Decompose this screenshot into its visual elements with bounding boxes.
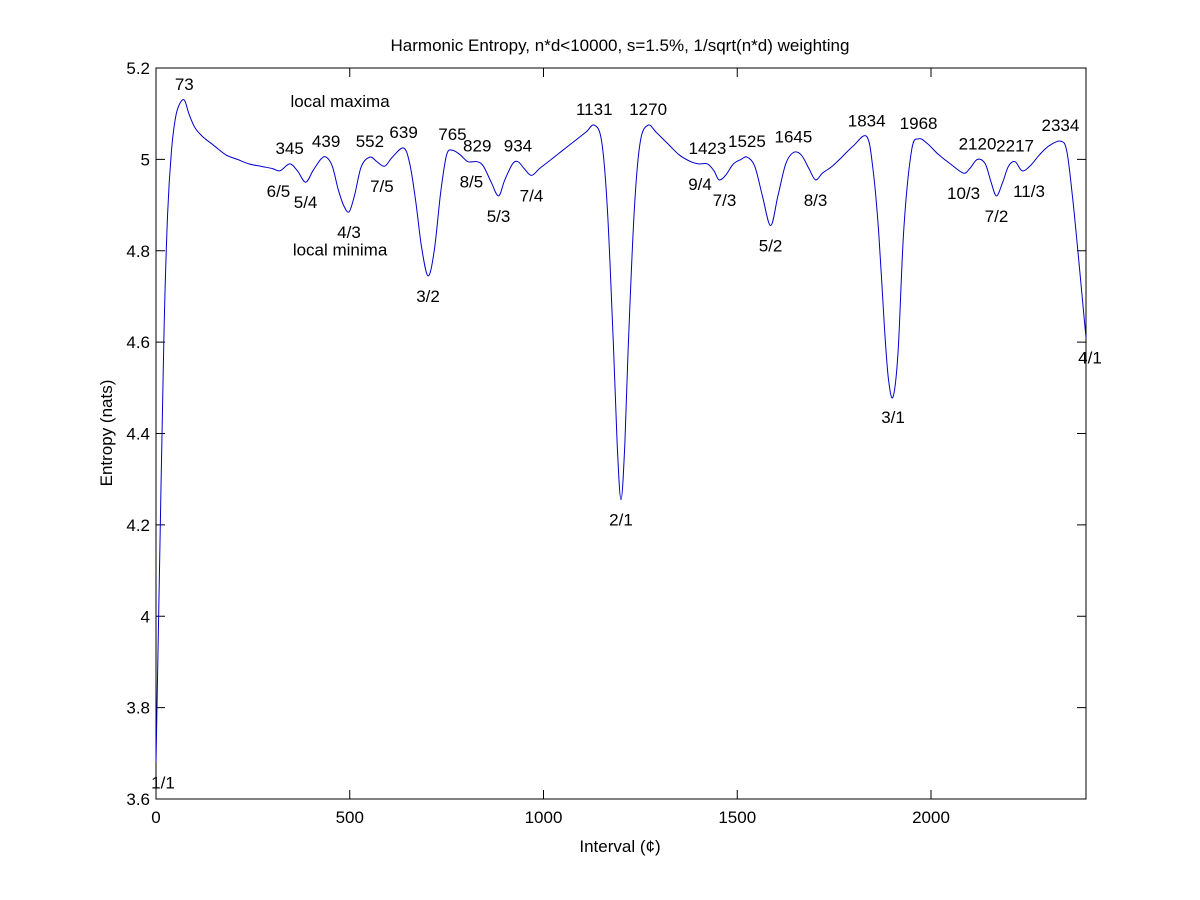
minimum-label: 3/1: [881, 408, 905, 427]
x-tick-label: 500: [336, 808, 364, 827]
maximum-label: 439: [312, 132, 340, 151]
x-tick-label: 1500: [718, 808, 756, 827]
maximum-label: 765: [438, 125, 466, 144]
maximum-label: 1968: [900, 114, 938, 133]
minimum-label: 7/2: [985, 207, 1009, 226]
y-tick-label: 5.2: [126, 59, 150, 78]
y-tick-label: 3.8: [126, 699, 150, 718]
maximum-label: 345: [276, 139, 304, 158]
maximum-label: 829: [463, 137, 491, 156]
minimum-label: 10/3: [947, 184, 980, 203]
minimum-label: 5/4: [294, 193, 318, 212]
y-tick-labels: 3.6 3.8 4 4.2 4.4 4.6 4.8 5 5.2: [126, 59, 150, 809]
minimum-label: 4/1: [1078, 349, 1102, 368]
maximum-label: 1270: [629, 100, 667, 119]
maximum-label: 2217: [996, 137, 1034, 156]
minimum-label: 6/5: [267, 182, 291, 201]
annotation-label: local maxima: [290, 92, 390, 111]
plot-area-frame: [155, 67, 1087, 800]
minimum-label: 1/1: [151, 773, 175, 792]
y-axis-label: Entropy (nats): [97, 380, 116, 487]
y-tick-label: 4: [141, 607, 150, 626]
minimum-label: 5/2: [759, 237, 783, 256]
chart-title: Harmonic Entropy, n*d<10000, s=1.5%, 1/s…: [391, 36, 850, 55]
annotation-label: local minima: [293, 240, 388, 259]
entropy-series-line: [155, 99, 1087, 763]
minimum-label: 4/3: [337, 223, 361, 242]
minima-labels: 1/1 6/55/4 4/3 7/5 3/2 8/55/3 7/4 2/1 9/47/3 5/2 8…: [151, 173, 1102, 793]
maximum-label: 2120: [959, 134, 997, 153]
minimum-label: 7/3: [713, 191, 737, 210]
minimum-label: 7/4: [520, 186, 544, 205]
maximum-label: 1131: [576, 100, 613, 119]
maximum-label: 934: [504, 137, 532, 156]
axis-ticks: [155, 67, 1086, 800]
y-tick-label: 4.4: [126, 425, 150, 444]
minimum-label: 3/2: [416, 287, 440, 306]
y-tick-label: 4.8: [126, 242, 150, 261]
minimum-label: 5/3: [487, 207, 511, 226]
annotations: local maxima local minima: [290, 92, 390, 259]
minimum-label: 7/5: [370, 177, 394, 196]
x-tick-label: 1000: [525, 808, 563, 827]
minimum-label: 8/5: [460, 173, 484, 192]
maximum-label: 552: [356, 132, 384, 151]
minimum-label: 8/3: [804, 191, 828, 210]
y-tick-label: 4.2: [126, 516, 150, 535]
y-tick-label: 5: [141, 150, 150, 169]
maximum-label: 1645: [775, 128, 813, 147]
minimum-label: 9/4: [688, 175, 712, 194]
maximum-label: 2334: [1042, 116, 1080, 135]
minimum-label: 2/1: [609, 511, 633, 530]
x-tick-label: 2000: [912, 808, 950, 827]
maximum-label: 639: [389, 123, 417, 142]
maximum-label: 73: [175, 75, 194, 94]
x-tick-labels: 0 500 1000 1500 2000: [151, 808, 950, 827]
x-axis-label: Interval (¢): [579, 837, 660, 856]
maximum-label: 1834: [848, 112, 886, 131]
maximum-label: 1525: [728, 132, 766, 151]
y-tick-label: 3.6: [126, 790, 150, 809]
minimum-label: 11/3: [1013, 182, 1045, 201]
y-tick-label: 4.6: [126, 333, 150, 352]
maximum-label: 1423: [688, 139, 726, 158]
x-tick-label: 0: [151, 808, 160, 827]
